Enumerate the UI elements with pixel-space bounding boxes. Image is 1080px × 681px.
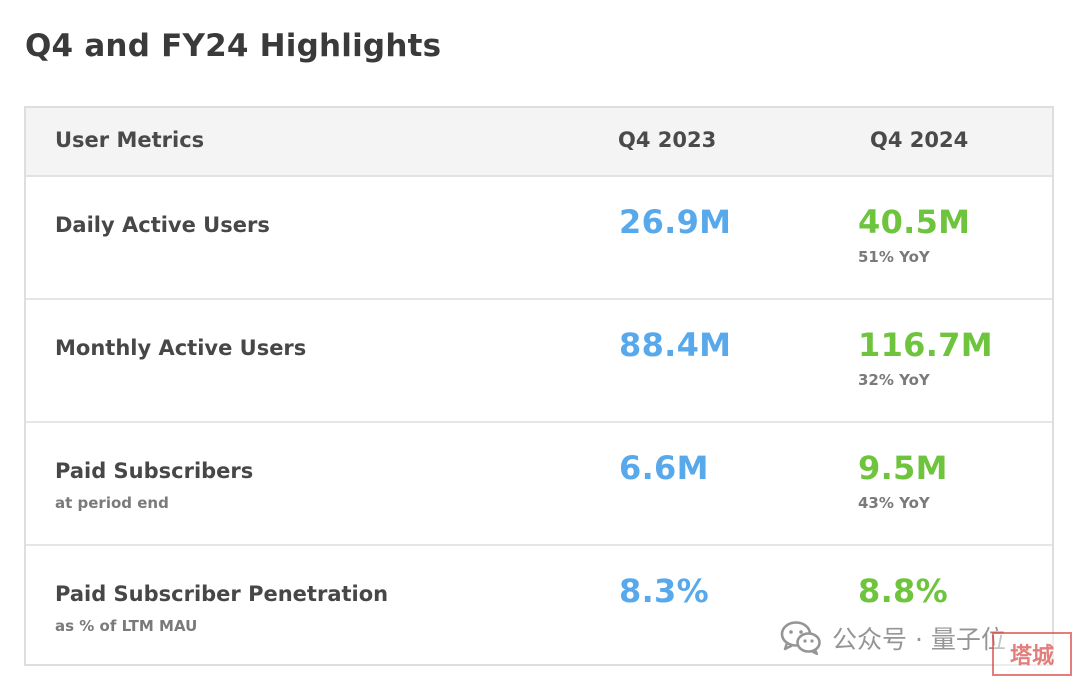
metric-name: Monthly Active Users	[55, 336, 307, 360]
header-user-metrics: User Metrics	[55, 128, 205, 152]
value-q4-2024: 116.7M	[858, 326, 993, 364]
value-q4-2024: 40.5M	[858, 203, 971, 241]
table-row: Paid Subscribers at period end 6.6M 9.5M…	[26, 423, 1052, 546]
seal-stamp: 塔城	[992, 632, 1072, 676]
value-q4-2023: 88.4M	[619, 326, 732, 364]
yoy-change: 43% YoY	[858, 494, 930, 512]
table-row: Monthly Active Users 88.4M 116.7M 32% Yo…	[26, 300, 1052, 423]
value-q4-2023: 6.6M	[619, 449, 709, 487]
metric-name: Daily Active Users	[55, 213, 270, 237]
page-title: Q4 and FY24 Highlights	[25, 28, 442, 64]
value-q4-2023: 26.9M	[619, 203, 732, 241]
wechat-icon	[780, 621, 821, 656]
user-metrics-table: User Metrics Q4 2023 Q4 2024 Daily Activ…	[24, 106, 1054, 666]
metric-subtitle: at period end	[55, 494, 169, 512]
table-row: Daily Active Users 26.9M 40.5M 51% YoY	[26, 177, 1052, 300]
header-q4-2023: Q4 2023	[618, 128, 717, 152]
watermark-text: 公众号 · 量子位	[832, 625, 1006, 654]
value-q4-2024: 8.8%	[858, 572, 948, 610]
metric-name: Paid Subscriber Penetration	[55, 582, 389, 606]
value-q4-2023: 8.3%	[619, 572, 709, 610]
value-q4-2024: 9.5M	[858, 449, 948, 487]
yoy-change: 32% YoY	[858, 371, 930, 389]
header-q4-2024: Q4 2024	[870, 128, 969, 152]
metric-subtitle: as % of LTM MAU	[55, 617, 198, 635]
metric-name: Paid Subscribers	[55, 459, 254, 483]
wechat-watermark: 公众号 · 量子位	[780, 618, 1006, 658]
table-header: User Metrics Q4 2023 Q4 2024	[26, 108, 1052, 177]
yoy-change: 51% YoY	[858, 248, 930, 266]
table-row: Paid Subscriber Penetration as % of LTM …	[26, 546, 1052, 669]
